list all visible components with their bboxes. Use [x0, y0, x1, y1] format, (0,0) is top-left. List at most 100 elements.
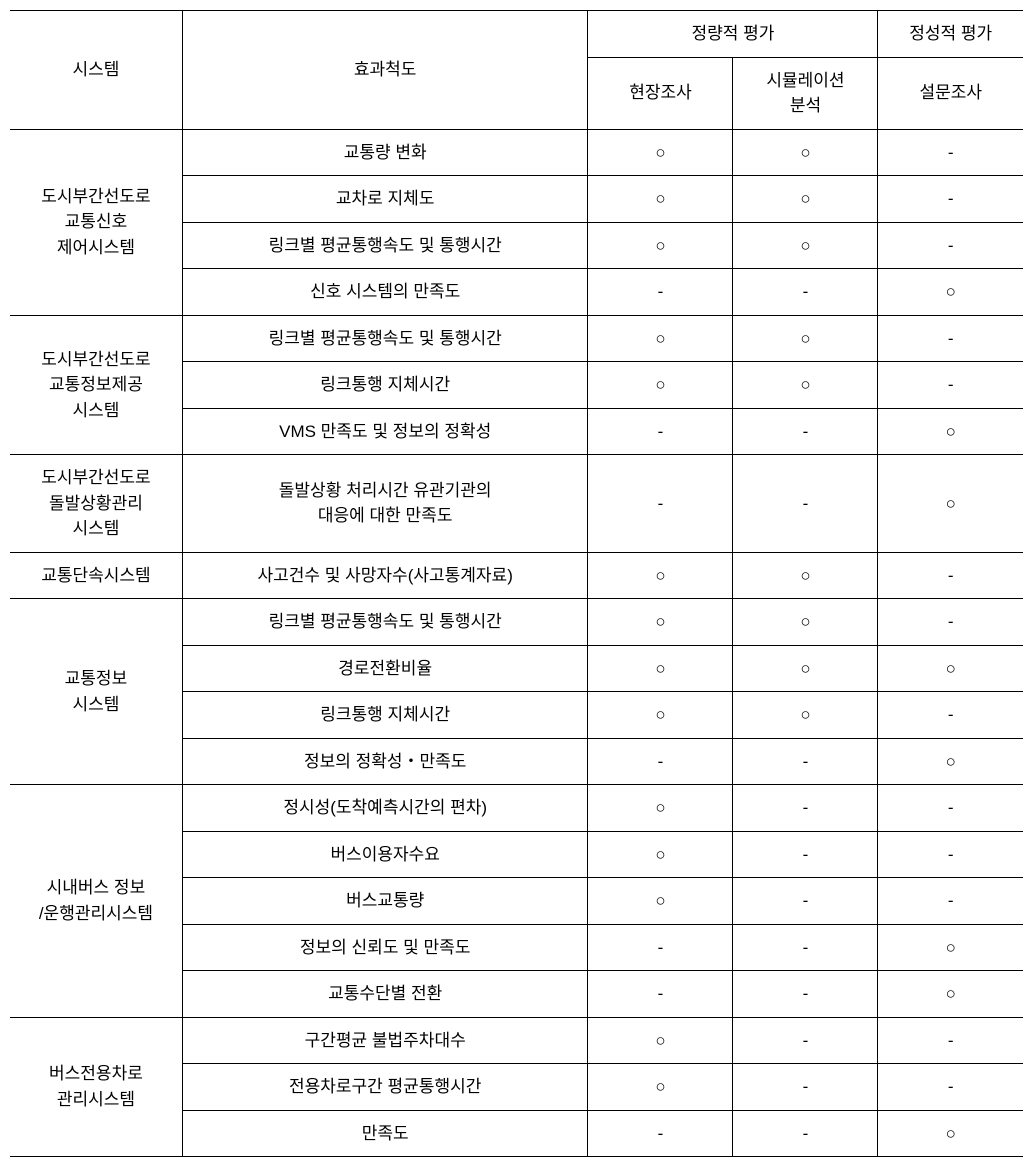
cell-survey: -	[878, 785, 1023, 832]
cell-sim: ○	[733, 599, 878, 646]
header-metric: 효과척도	[182, 11, 588, 130]
cell-sim: -	[733, 1110, 878, 1157]
cell-metric: 링크통행 지체시간	[182, 692, 588, 739]
table-row: 도시부간선도로교통정보제공시스템링크별 평균통행속도 및 통행시간○○-	[10, 315, 1023, 362]
cell-survey: ○	[878, 738, 1023, 785]
cell-sim: ○	[733, 315, 878, 362]
cell-metric: 버스교통량	[182, 878, 588, 925]
cell-field: ○	[588, 1017, 733, 1064]
cell-sim: -	[733, 971, 878, 1018]
cell-sim: -	[733, 1064, 878, 1111]
cell-field: -	[588, 408, 733, 455]
cell-field: ○	[588, 878, 733, 925]
evaluation-table: 시스템 효과척도 정량적 평가 정성적 평가 현장조사 시뮬레이션분석 설문조사…	[10, 10, 1023, 1157]
cell-sim: -	[733, 408, 878, 455]
cell-metric: 링크통행 지체시간	[182, 362, 588, 409]
cell-system: 교통정보시스템	[10, 599, 182, 785]
cell-system: 버스전용차로관리시스템	[10, 1017, 182, 1157]
cell-system: 교통단속시스템	[10, 552, 182, 599]
cell-survey: ○	[878, 408, 1023, 455]
cell-survey: -	[878, 1064, 1023, 1111]
cell-metric: 교통량 변화	[182, 129, 588, 176]
cell-survey: -	[878, 129, 1023, 176]
cell-metric: 링크별 평균통행속도 및 통행시간	[182, 222, 588, 269]
cell-metric: 전용차로구간 평균통행시간	[182, 1064, 588, 1111]
table-row: 교통단속시스템사고건수 및 사망자수(사고통계자료)○○-	[10, 552, 1023, 599]
cell-field: ○	[588, 599, 733, 646]
header-sim: 시뮬레이션분석	[733, 57, 878, 129]
cell-survey: -	[878, 552, 1023, 599]
table-row: 시내버스 정보/운행관리시스템정시성(도착예측시간의 편차)○--	[10, 785, 1023, 832]
cell-field: ○	[588, 785, 733, 832]
table-header: 시스템 효과척도 정량적 평가 정성적 평가 현장조사 시뮬레이션분석 설문조사	[10, 11, 1023, 130]
cell-field: ○	[588, 645, 733, 692]
table-body: 도시부간선도로교통신호제어시스템교통량 변화○○-교차로 지체도○○-링크별 평…	[10, 129, 1023, 1157]
cell-metric: 정보의 정확성・만족도	[182, 738, 588, 785]
cell-metric: 교통수단별 전환	[182, 971, 588, 1018]
cell-metric: 돌발상황 처리시간 유관기관의대응에 대한 만족도	[182, 455, 588, 553]
cell-field: ○	[588, 176, 733, 223]
cell-field: -	[588, 738, 733, 785]
cell-sim: ○	[733, 129, 878, 176]
cell-survey: ○	[878, 455, 1023, 553]
cell-field: ○	[588, 315, 733, 362]
cell-survey: ○	[878, 645, 1023, 692]
cell-sim: ○	[733, 362, 878, 409]
cell-metric: 신호 시스템의 만족도	[182, 269, 588, 316]
header-qual: 정성적 평가	[878, 11, 1023, 58]
cell-metric: 사고건수 및 사망자수(사고통계자료)	[182, 552, 588, 599]
cell-field: -	[588, 1110, 733, 1157]
cell-survey: ○	[878, 971, 1023, 1018]
cell-survey: -	[878, 878, 1023, 925]
cell-sim: -	[733, 269, 878, 316]
cell-survey: -	[878, 222, 1023, 269]
cell-system: 시내버스 정보/운행관리시스템	[10, 785, 182, 1018]
cell-metric: 링크별 평균통행속도 및 통행시간	[182, 599, 588, 646]
cell-sim: ○	[733, 176, 878, 223]
cell-sim: -	[733, 831, 878, 878]
cell-sim: ○	[733, 222, 878, 269]
cell-system: 도시부간선도로교통신호제어시스템	[10, 129, 182, 315]
cell-sim: -	[733, 1017, 878, 1064]
cell-metric: 버스이용자수요	[182, 831, 588, 878]
cell-field: ○	[588, 552, 733, 599]
cell-sim: ○	[733, 552, 878, 599]
header-field: 현장조사	[588, 57, 733, 129]
table-row: 도시부간선도로교통신호제어시스템교통량 변화○○-	[10, 129, 1023, 176]
cell-survey: -	[878, 176, 1023, 223]
cell-survey: -	[878, 315, 1023, 362]
cell-metric: 정시성(도착예측시간의 편차)	[182, 785, 588, 832]
cell-survey: -	[878, 599, 1023, 646]
cell-system: 도시부간선도로돌발상황관리시스템	[10, 455, 182, 553]
cell-field: ○	[588, 692, 733, 739]
cell-field: ○	[588, 222, 733, 269]
cell-metric: VMS 만족도 및 정보의 정확성	[182, 408, 588, 455]
cell-metric: 만족도	[182, 1110, 588, 1157]
cell-metric: 구간평균 불법주차대수	[182, 1017, 588, 1064]
cell-survey: ○	[878, 924, 1023, 971]
cell-sim: ○	[733, 692, 878, 739]
header-system: 시스템	[10, 11, 182, 130]
cell-system: 도시부간선도로교통정보제공시스템	[10, 315, 182, 455]
header-survey: 설문조사	[878, 57, 1023, 129]
cell-survey: -	[878, 831, 1023, 878]
cell-field: ○	[588, 831, 733, 878]
cell-field: ○	[588, 129, 733, 176]
cell-survey: -	[878, 692, 1023, 739]
cell-sim: ○	[733, 645, 878, 692]
cell-sim: -	[733, 785, 878, 832]
cell-metric: 링크별 평균통행속도 및 통행시간	[182, 315, 588, 362]
cell-field: ○	[588, 1064, 733, 1111]
cell-survey: -	[878, 1017, 1023, 1064]
cell-sim: -	[733, 455, 878, 553]
cell-field: -	[588, 971, 733, 1018]
cell-survey: -	[878, 362, 1023, 409]
cell-sim: -	[733, 924, 878, 971]
cell-metric: 경로전환비율	[182, 645, 588, 692]
cell-field: ○	[588, 362, 733, 409]
cell-sim: -	[733, 738, 878, 785]
cell-survey: ○	[878, 269, 1023, 316]
cell-survey: ○	[878, 1110, 1023, 1157]
cell-field: -	[588, 924, 733, 971]
cell-field: -	[588, 269, 733, 316]
